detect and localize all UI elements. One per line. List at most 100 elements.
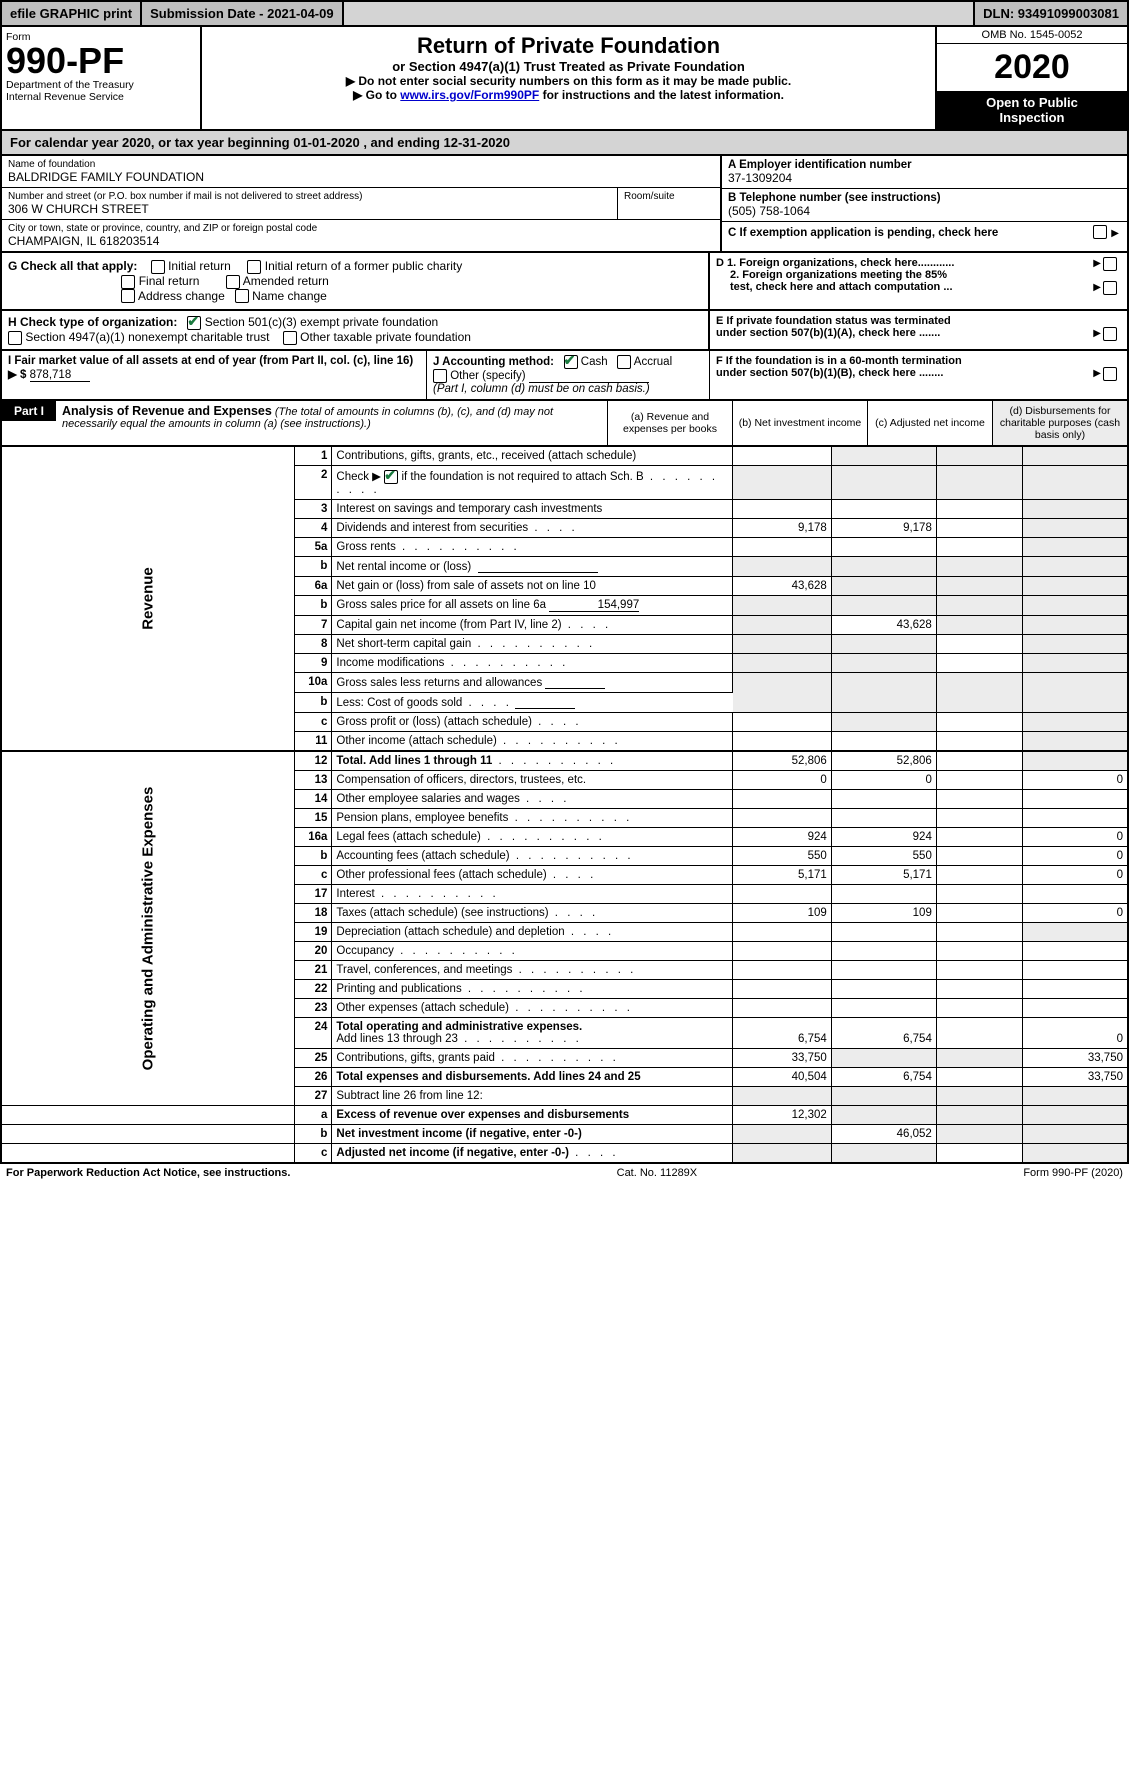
g-final-checkbox[interactable]	[121, 275, 135, 289]
d2a-label: 2. Foreign organizations meeting the 85%	[730, 269, 947, 281]
room-cell: Room/suite	[618, 188, 720, 219]
desc-18: Taxes (attach schedule) (see instruction…	[332, 904, 733, 923]
expenses-label: Operating and Administrative Expenses	[139, 787, 156, 1071]
form-title: Return of Private Foundation	[208, 33, 929, 59]
g-address-checkbox[interactable]	[121, 289, 135, 303]
ln-5b: b	[294, 557, 332, 577]
section-ijf: I Fair market value of all assets at end…	[0, 351, 1129, 401]
g-initial-checkbox[interactable]	[151, 260, 165, 274]
submission-date: Submission Date - 2021-04-09	[142, 2, 344, 25]
j-accrual-checkbox[interactable]	[617, 355, 631, 369]
d1-checkbox[interactable]	[1103, 257, 1117, 271]
r6b-inline: 154,997	[549, 599, 639, 612]
f-checkbox[interactable]	[1103, 367, 1117, 381]
part1-table: Revenue 1 Contributions, gifts, grants, …	[0, 447, 1129, 1164]
ln-5a: 5a	[294, 538, 332, 557]
desc-14: Other employee salaries and wages	[332, 790, 733, 809]
g-amended-checkbox[interactable]	[226, 275, 240, 289]
ln-14: 14	[294, 790, 332, 809]
ln-10a: 10a	[294, 673, 332, 693]
d2b-label: test, check here and attach computation …	[730, 281, 953, 293]
print-button[interactable]: efile GRAPHIC print	[2, 2, 142, 25]
desc-15: Pension plans, employee benefits	[332, 809, 733, 828]
j-accrual: Accrual	[634, 356, 672, 368]
r16b-d: 0	[1022, 847, 1128, 866]
desc-27: Subtract line 26 from line 12:	[332, 1087, 733, 1106]
ln-6b: b	[294, 596, 332, 616]
g-name-checkbox[interactable]	[235, 289, 249, 303]
f1-label: F If the foundation is in a 60-month ter…	[716, 355, 962, 367]
desc-7: Capital gain net income (from Part IV, l…	[332, 616, 733, 635]
ln-7: 7	[294, 616, 332, 635]
r16a-d: 0	[1022, 828, 1128, 847]
ln-9: 9	[294, 654, 332, 673]
desc-11: Other income (attach schedule)	[332, 732, 733, 752]
tax-year: 2020	[937, 44, 1127, 91]
ln-8: 8	[294, 635, 332, 654]
e1-label: E If private foundation status was termi…	[716, 315, 951, 327]
h-501c3-checkbox[interactable]	[187, 316, 201, 330]
form-header: Form 990-PF Department of the Treasury I…	[0, 27, 1129, 131]
desc-6b: Gross sales price for all assets on line…	[332, 596, 733, 616]
j-cash-checkbox[interactable]	[564, 355, 578, 369]
e2-label: under section 507(b)(1)(A), check here .…	[716, 327, 940, 339]
ln-27b: b	[294, 1125, 332, 1144]
desc-20: Occupancy	[332, 942, 733, 961]
revenue-label-cell: Revenue	[1, 447, 294, 751]
d-section: D 1. Foreign organizations, check here..…	[708, 253, 1127, 309]
ln-2: 2	[294, 466, 332, 500]
r26-d: 33,750	[1022, 1068, 1128, 1087]
r16c-d: 0	[1022, 866, 1128, 885]
f-section: F If the foundation is in a 60-month ter…	[710, 351, 1127, 399]
g-initial-former-checkbox[interactable]	[247, 260, 261, 274]
col-b-header: (b) Net investment income	[732, 401, 867, 445]
desc-27a: Excess of revenue over expenses and disb…	[332, 1106, 733, 1125]
h-4947: Section 4947(a)(1) nonexempt charitable …	[25, 330, 269, 344]
c-checkbox[interactable]	[1093, 225, 1107, 239]
desc-4: Dividends and interest from securities	[332, 519, 733, 538]
j-section: J Accounting method: Cash Accrual Other …	[427, 351, 710, 399]
r4-b: 9,178	[831, 519, 936, 538]
h-4947-checkbox[interactable]	[8, 331, 22, 345]
ein-cell: A Employer identification number 37-1309…	[722, 156, 1127, 189]
j-other-checkbox[interactable]	[433, 369, 447, 383]
ln-18: 18	[294, 904, 332, 923]
desc-22: Printing and publications	[332, 980, 733, 999]
ln-21: 21	[294, 961, 332, 980]
desc-21: Travel, conferences, and meetings	[332, 961, 733, 980]
desc-3: Interest on savings and temporary cash i…	[332, 500, 733, 519]
ln-22: 22	[294, 980, 332, 999]
ln-16c: c	[294, 866, 332, 885]
schb-checkbox[interactable]	[384, 470, 398, 484]
header-right: OMB No. 1545-0052 2020 Open to PublicIns…	[935, 27, 1127, 129]
r16c-b: 5,171	[831, 866, 936, 885]
header-left: Form 990-PF Department of the Treasury I…	[2, 27, 202, 129]
ln-19: 19	[294, 923, 332, 942]
section-h-e: H Check type of organization: Section 50…	[0, 311, 1129, 351]
r27a-a: 12,302	[733, 1106, 832, 1125]
g-address: Address change	[138, 289, 225, 303]
part1-label: Part I	[2, 401, 56, 421]
ln-13: 13	[294, 771, 332, 790]
ln-6a: 6a	[294, 577, 332, 596]
r16b-b: 550	[831, 847, 936, 866]
h-other-checkbox[interactable]	[283, 331, 297, 345]
info-section: Name of foundation BALDRIDGE FAMILY FOUN…	[0, 156, 1129, 253]
j-cash: Cash	[581, 356, 608, 368]
ln-17: 17	[294, 885, 332, 904]
d2-checkbox[interactable]	[1103, 281, 1117, 295]
ln-4: 4	[294, 519, 332, 538]
r16b-a: 550	[733, 847, 832, 866]
dln: DLN: 93491099003081	[973, 2, 1127, 25]
e-checkbox[interactable]	[1103, 327, 1117, 341]
part1-title-cell: Analysis of Revenue and Expenses (The to…	[56, 401, 607, 445]
j-label: J Accounting method:	[433, 356, 554, 368]
ein-label: A Employer identification number	[728, 159, 1121, 171]
ln-25: 25	[294, 1049, 332, 1068]
desc-27c: Adjusted net income (if negative, enter …	[332, 1144, 733, 1164]
f2-label: under section 507(b)(1)(B), check here .…	[716, 367, 943, 379]
g-section: G Check all that apply: Initial return I…	[2, 253, 708, 309]
irs-link[interactable]: www.irs.gov/Form990PF	[400, 88, 539, 102]
expenses-label-cell: Operating and Administrative Expenses	[1, 751, 294, 1106]
r13-d: 0	[1022, 771, 1128, 790]
